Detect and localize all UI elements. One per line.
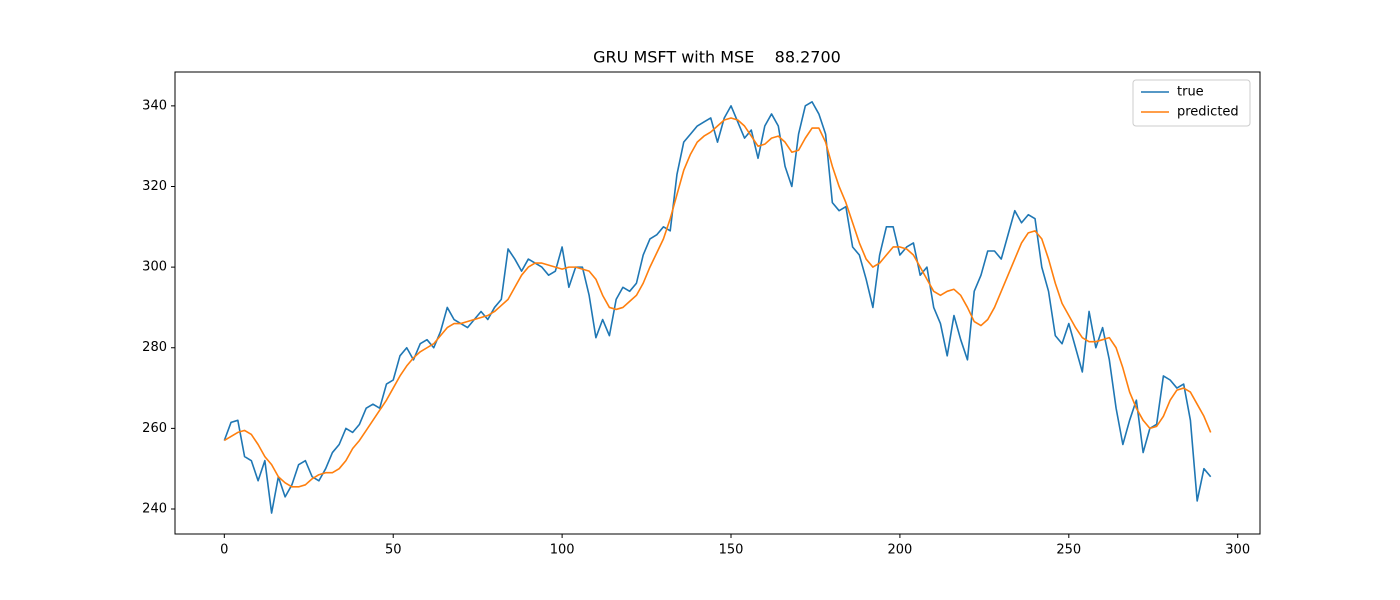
x-tick-label: 200 [887, 543, 912, 558]
y-tick-label: 240 [142, 502, 167, 517]
legend-label: true [1177, 85, 1204, 100]
legend: true predicted [1132, 79, 1251, 127]
y-tick-label: 340 [142, 98, 167, 113]
y-tick-label: 300 [142, 260, 167, 275]
legend-label: predicted [1177, 105, 1239, 120]
y-tick-label: 260 [142, 421, 167, 436]
x-tick-label: 300 [1225, 543, 1250, 558]
x-tick-label: 50 [385, 543, 402, 558]
y-tick-label: 320 [142, 179, 167, 194]
line-series [223, 117, 1212, 488]
x-tick-label: 0 [220, 543, 228, 558]
x-tick-label: 100 [550, 543, 575, 558]
chart-title: GRU MSFT with MSE 88.2700 [593, 48, 841, 67]
y-tick-label: 280 [142, 340, 167, 355]
line-series [223, 101, 1212, 514]
x-tick-label: 150 [719, 543, 744, 558]
plot-frame [174, 71, 1261, 535]
x-tick-label: 250 [1056, 543, 1081, 558]
